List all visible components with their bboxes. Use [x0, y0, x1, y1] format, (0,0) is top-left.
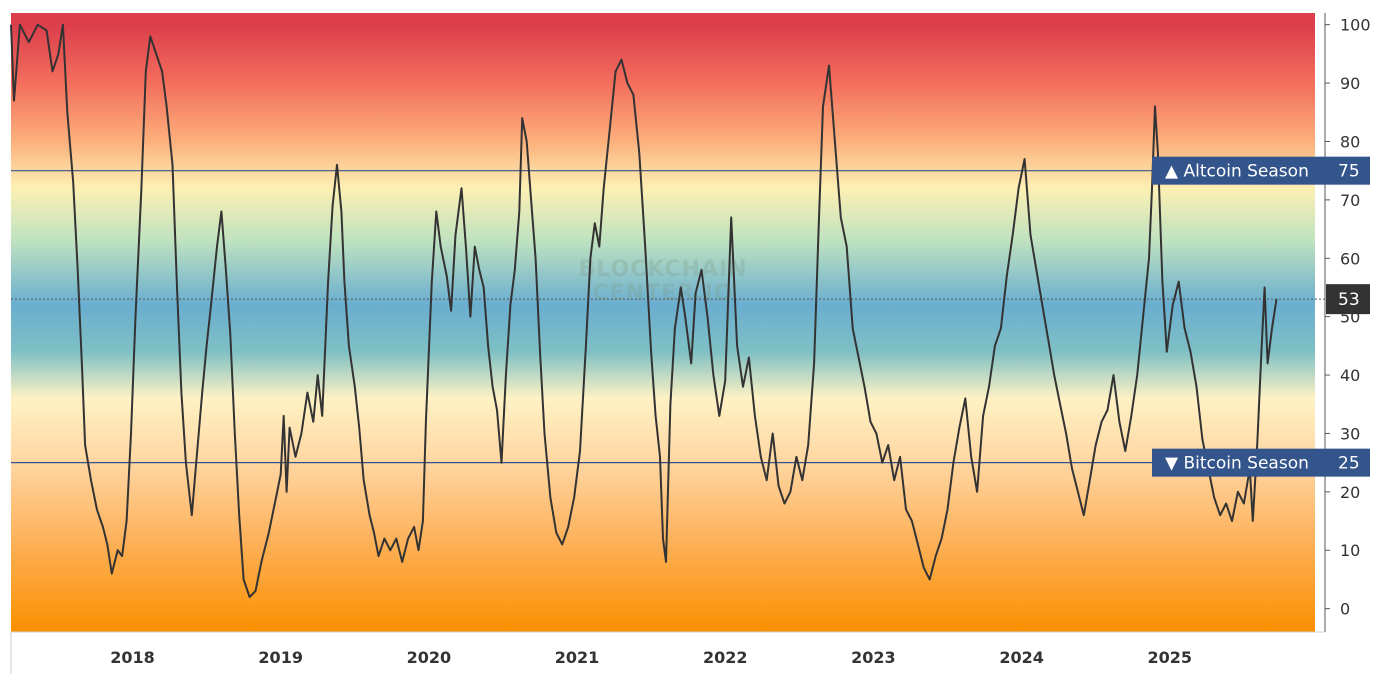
y-tick-label: 10	[1340, 541, 1360, 560]
x-tick-label: 2019	[258, 648, 303, 667]
y-tick-label: 40	[1340, 366, 1360, 385]
threshold-value-label: 75	[1338, 162, 1360, 182]
y-tick-label: 80	[1340, 132, 1360, 151]
x-tick-label: 2020	[407, 648, 452, 667]
y-tick-label: 90	[1340, 74, 1360, 93]
threshold-label-box	[1152, 448, 1330, 477]
y-tick-label: 20	[1340, 483, 1360, 502]
series-line	[10, 23, 1278, 598]
x-tick-label: 2022	[703, 648, 748, 667]
y-tick-label: 30	[1340, 424, 1360, 443]
threshold-label-box	[1152, 156, 1330, 185]
x-tick-label: 2018	[110, 648, 155, 667]
y-tick-label: 60	[1340, 249, 1360, 268]
threshold-label-text: ▼ Bitcoin Season	[1165, 454, 1309, 474]
y-tick-label: 100	[1340, 16, 1371, 35]
threshold-value-box	[1330, 156, 1370, 185]
x-tick-label: 2025	[1148, 648, 1193, 667]
y-tick-label: 0	[1340, 600, 1350, 619]
threshold-value-box	[1330, 448, 1370, 477]
x-tick-label: 2021	[555, 648, 600, 667]
watermark-text: BLOCKCHAIN	[578, 257, 747, 282]
threshold-value-label: 25	[1338, 454, 1360, 474]
current-value-label: 53	[1338, 290, 1360, 310]
current-value-badge	[1326, 284, 1370, 315]
x-tick-label: 2023	[851, 648, 896, 667]
y-tick-label: 70	[1340, 191, 1360, 210]
threshold-label-text: ▲ Altcoin Season	[1165, 162, 1309, 182]
x-tick-label: 2024	[999, 648, 1044, 667]
watermark-text: CENTER.IO	[592, 281, 733, 306]
